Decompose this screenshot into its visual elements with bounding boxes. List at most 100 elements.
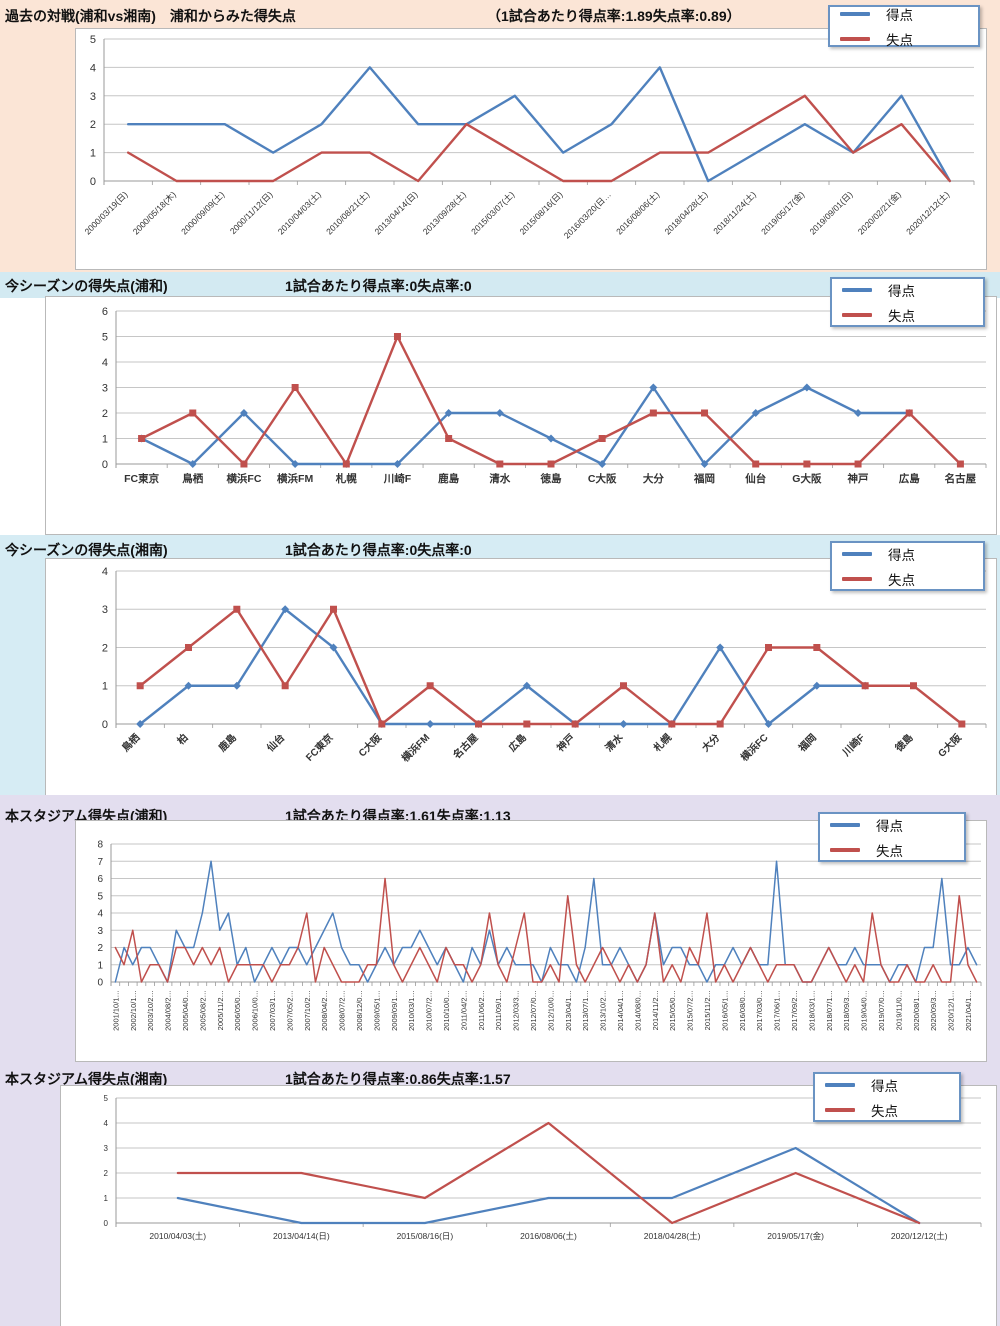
data-point-marker [496,460,504,468]
y-axis-tick-label: 4 [104,1119,109,1128]
conceded-legend-label: 失点 [888,572,915,588]
x-axis-tick-label: 名古屋 [450,731,480,761]
x-axis-tick-label: 2013/04/1… [564,990,573,1031]
scored-line-swatch [840,11,870,16]
x-axis-tick-label: FC東京 [124,472,159,485]
chart4-legend: 得点 失点 [818,812,966,862]
data-point-marker [765,644,772,651]
y-axis-tick-label: 2 [104,1169,109,1178]
x-axis-tick-label: 2012/10/0… [546,990,555,1031]
y-axis-tick-label: 5 [90,34,96,46]
chart-svg-3: 0 1 2 3 4 鳥栖 柏 鹿島 仙台 FC東京 C大阪 横浜FM 名古屋 広島 神戸 清水 札幌 大分 横浜FC… [102,566,987,764]
legend-entry-conceded: 失点 [842,569,973,589]
data-point-marker [330,605,337,613]
x-axis-tick-label: 2009/05/1… [372,990,381,1031]
data-point-marker [393,460,402,468]
x-axis-tick-label: 2010/08/21(土) [324,189,371,236]
x-axis-tick-label: 2005/04/0… [181,990,190,1031]
x-axis-tick-label: 2010/07/2… [425,990,434,1031]
x-axis-tick-label: C大阪 [356,730,385,759]
x-axis-tick-label: 2013/07/1… [581,990,590,1031]
data-point-marker [444,409,453,417]
x-axis-tick-label: 2020/12/1… [947,990,956,1031]
data-point-marker [138,435,146,442]
legend-entry-scored: 得点 [842,280,973,300]
conceded-line-swatch [842,312,872,317]
data-point-marker [184,681,193,690]
y-axis-tick-label: 5 [102,331,108,343]
x-axis-tick-label: 2016/08/0… [738,990,747,1031]
y-axis-tick-label: 1 [102,433,108,445]
x-axis-tick-label: 2021/04/1… [964,990,973,1031]
conceded-line-swatch [825,1107,855,1112]
x-axis-tick-label: 横浜FC [226,472,261,485]
conceded-line-swatch [840,36,870,41]
x-axis-tick-label: 大分 [643,472,664,485]
section-season-shonan: 今シーズンの得失点(湘南) 1試合あたり得点率:0失点率:0 0 1 2 3 4 鳥栖 柏 鹿… [0,535,1000,797]
chart1-title: 過去の対戦(浦和vs湘南) 浦和からみた得失点 [5,8,296,24]
chart-svg-5: 0 1 2 3 4 5 2010/04/03(土) 2013/04/14(日) 2015/08/… [104,1094,982,1241]
legend-entry-scored: 得点 [830,815,954,835]
x-axis-tick-label: 2000/05/18(木) [131,189,178,236]
goals-conceded-line [176,1121,921,1225]
x-axis-tick-label: 2013/09/28(土) [421,189,468,236]
data-point-marker [716,643,725,652]
y-axis-tick-label: 2 [90,119,96,131]
x-axis-tick-label: 2018/09/3… [842,990,851,1031]
data-point-marker [426,720,435,728]
x-axis-tick-label: 2012/03/3… [512,990,521,1031]
x-axis-tick-label: 2015/03/07(土) [469,189,516,236]
x-axis-tick-label: 2020/12/12(土) [891,1231,948,1241]
data-point-marker [598,435,606,442]
data-point-marker [571,720,579,728]
data-point-marker [291,460,300,468]
scored-legend-label: 得点 [888,283,915,299]
x-axis-tick-label: 2014/04/1… [616,990,625,1031]
chart2-legend: 得点 失点 [830,277,985,327]
data-point-marker [668,720,676,728]
x-axis-tick-label: 札幌 [335,472,357,485]
x-axis-tick-label: 2020/09/3… [929,990,938,1031]
conceded-line-swatch [842,576,872,581]
y-axis-tick-label: 2 [97,943,103,954]
data-point-marker [426,682,434,690]
x-axis-tick-label: 2003/10/2… [146,990,155,1031]
x-axis-tick-label: 2015/07/2… [686,990,695,1031]
x-axis-tick-label: 2019/11/0… [894,990,903,1030]
x-axis-tick-label: 2014/08/0… [633,990,642,1031]
x-axis-tick-label: 2015/08/16(日) [517,189,564,236]
x-axis-tick-label: 2005/11/2… [216,990,225,1030]
x-axis-tick-label: 2011/09/1… [494,990,503,1030]
x-axis-tick-label: 2016/03/20(日… [562,189,613,240]
x-axis-tick-label: G大阪 [935,730,965,760]
goals-scored-line [176,1146,921,1225]
chart5-legend: 得点 失点 [813,1072,961,1122]
x-axis-tick-label: 2006/05/0… [233,990,242,1031]
x-axis-tick-label: 2018/04/28(土) [644,1231,701,1241]
x-axis-tick-label: FC東京 [303,731,336,764]
y-axis-tick-label: 0 [102,459,108,471]
data-point-marker [522,681,531,690]
x-axis-tick-label: 川崎F [839,731,867,759]
goals-conceded-line [114,877,978,983]
gridlines: 0 1 2 3 4 5 [90,34,975,188]
x-axis-tick-label: 広島 [506,731,529,754]
x-axis-tick-label: 2002/10/1… [129,990,138,1031]
data-point-marker [547,460,555,468]
x-axis-tick-label: 2020/12/12(土) [904,189,951,236]
x-axis-tick-label: 2019/05/17(金) [767,1231,824,1241]
x-axis-labels: 2010/04/03(土) 2013/04/14(日) 2015/08/16(日) 2… [149,1231,947,1241]
legend-entry-scored: 得点 [825,1075,949,1095]
x-axis-tick-label: 2019/04/0… [860,990,869,1031]
x-axis-tick-label: 川崎F [383,472,412,485]
data-point-marker [905,409,913,417]
data-point-marker [523,720,531,728]
x-axis-tick-label: 2016/05/1… [720,990,729,1031]
x-axis-tick-label: 2007/10/2… [303,990,312,1031]
chart-svg-1: 0 1 2 3 4 5 2000/03/19(日) 2000/05/18(木) 2000/09/… [82,34,975,241]
data-point-marker [854,460,862,468]
data-point-marker [812,681,821,690]
data-point-marker [189,409,197,417]
conceded-legend-label: 失点 [876,843,903,859]
